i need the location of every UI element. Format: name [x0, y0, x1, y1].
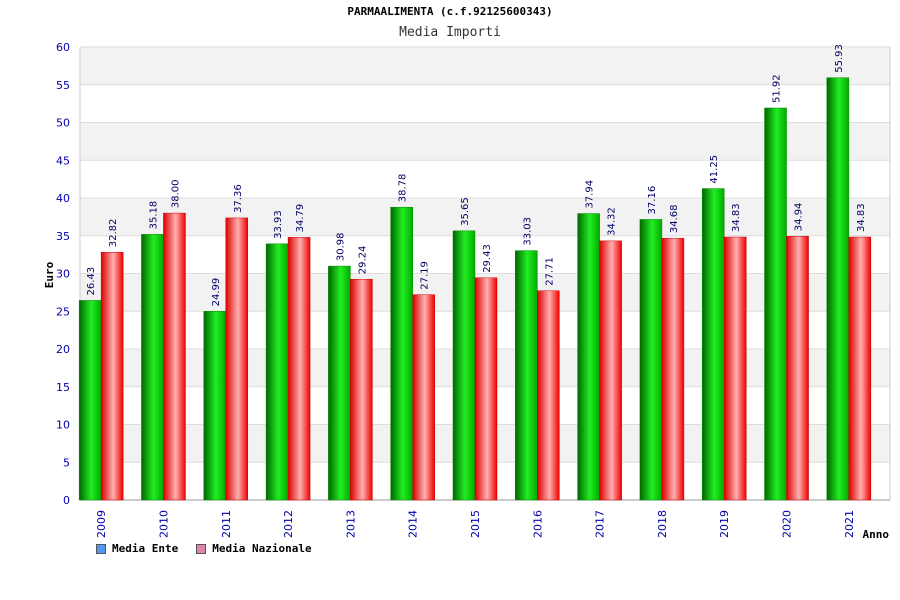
bar-media-ente	[826, 77, 850, 501]
x-tick-label: 2016	[531, 510, 544, 538]
data-label: 30.98	[335, 232, 346, 261]
y-tick-label: 50	[56, 117, 70, 130]
bar-media-nazionale	[661, 237, 685, 501]
chart-subtitle: Media Importi	[399, 25, 501, 40]
data-label: 34.94	[794, 203, 805, 232]
y-tick-label: 45	[56, 154, 70, 167]
bar-media-ente	[78, 300, 102, 501]
bar-media-nazionale	[225, 217, 249, 501]
x-tick-label: 2012	[282, 510, 295, 538]
bar-media-ente	[328, 265, 351, 501]
data-label: 33.03	[522, 217, 533, 246]
data-label: 27.19	[420, 261, 431, 290]
grid-band	[80, 47, 890, 85]
bar-media-ente	[577, 213, 600, 501]
x-tick-label: 2021	[843, 510, 856, 538]
bar-media-nazionale	[537, 290, 560, 501]
bar-media-nazionale	[287, 237, 311, 501]
data-label: 34.83	[856, 203, 867, 232]
bar-media-ente	[764, 107, 787, 501]
data-label: 37.16	[647, 186, 658, 215]
bar-media-ente	[265, 243, 289, 501]
data-label: 37.36	[233, 184, 244, 213]
y-tick-label: 25	[56, 305, 70, 318]
x-tick-label: 2018	[656, 510, 669, 538]
bar-media-nazionale	[723, 236, 747, 501]
data-label: 34.32	[607, 207, 618, 236]
legend-label: Media Ente	[112, 542, 179, 555]
bar-media-ente	[141, 234, 164, 501]
data-label: 34.79	[295, 204, 306, 233]
bar-media-nazionale	[100, 251, 124, 501]
x-tick-label: 2011	[220, 510, 233, 538]
grid-band	[80, 198, 890, 236]
legend-swatch	[196, 543, 207, 554]
x-tick-label: 2014	[407, 510, 420, 538]
bars	[78, 77, 872, 501]
bar-media-nazionale	[474, 277, 498, 501]
bar-media-ente	[515, 250, 538, 501]
bar-media-nazionale	[848, 236, 872, 501]
y-tick-label: 60	[56, 41, 70, 54]
data-label: 26.43	[86, 267, 97, 296]
x-tick-label: 2019	[718, 510, 731, 538]
data-label: 35.65	[460, 197, 471, 226]
data-label: 34.83	[731, 203, 742, 232]
x-tick-label: 2013	[344, 510, 357, 538]
y-tick-label: 0	[63, 494, 70, 507]
y-tick-label: 35	[56, 230, 70, 243]
data-label: 41.25	[709, 155, 720, 184]
x-tick-label: 2017	[594, 510, 607, 538]
data-label: 55.93	[834, 44, 845, 73]
bar-media-nazionale	[786, 235, 809, 501]
labels: 26.43 32.82 2009 35.18 38.00 2010 24.99 37.36 20…	[86, 44, 867, 538]
x-tick-label: 2015	[469, 510, 482, 538]
bar-media-nazionale	[599, 240, 622, 501]
data-label: 32.82	[108, 219, 119, 248]
y-tick-label: 20	[56, 343, 70, 356]
data-label: 29.43	[482, 244, 493, 273]
data-label: 38.78	[398, 174, 409, 203]
data-label: 24.99	[211, 278, 222, 307]
data-label: 29.24	[357, 246, 368, 275]
bar-media-nazionale	[350, 278, 373, 501]
x-tick-label: 2020	[781, 510, 794, 538]
bar-media-ente	[639, 219, 663, 501]
chart-title: PARMAALIMENTA (c.f.92125600343)	[347, 5, 553, 18]
y-tick-label: 10	[56, 419, 70, 432]
y-axis-label: Euro	[43, 261, 56, 288]
y-tick-label: 15	[56, 381, 70, 394]
bar-media-ente	[452, 230, 476, 501]
data-label: 51.92	[772, 74, 783, 103]
data-label: 37.94	[585, 180, 596, 209]
y-tick-label: 5	[63, 456, 70, 469]
y-tick-label: 40	[56, 192, 70, 205]
legend-item-media-ente: Media Ente	[96, 542, 178, 555]
grid-band	[80, 122, 890, 161]
data-label: 38.00	[170, 179, 181, 208]
y-tick-label: 55	[56, 79, 70, 92]
legend: Media Ente Media Nazionale	[96, 542, 312, 555]
legend-swatch	[96, 543, 106, 554]
bar-media-ente	[203, 311, 227, 501]
bar-media-nazionale	[412, 294, 435, 501]
data-label: 27.71	[544, 257, 555, 286]
data-label: 33.93	[273, 210, 284, 239]
bar-media-nazionale	[163, 212, 186, 501]
legend-label: Media Nazionale	[212, 542, 312, 555]
bar-media-ente	[701, 188, 725, 501]
y-tick-label: 30	[56, 268, 70, 281]
data-label: 34.68	[669, 205, 680, 234]
x-axis-label: Anno	[863, 528, 890, 541]
bar-media-ente	[390, 206, 413, 501]
x-tick-label: 2009	[95, 510, 108, 538]
data-label: 35.18	[148, 201, 159, 230]
legend-item-media-nazionale: Media Nazionale	[196, 542, 312, 555]
x-tick-label: 2010	[157, 510, 170, 538]
